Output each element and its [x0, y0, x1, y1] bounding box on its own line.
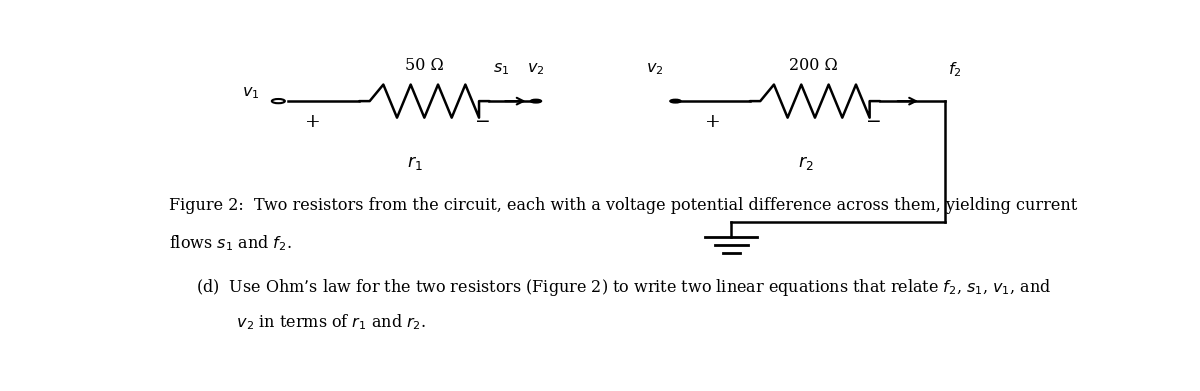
Text: $s_1$: $s_1$ — [493, 61, 510, 77]
Circle shape — [530, 99, 541, 103]
Text: Figure 2:  Two resistors from the circuit, each with a voltage potential differe: Figure 2: Two resistors from the circuit… — [168, 197, 1076, 214]
Text: $f_2$: $f_2$ — [948, 61, 961, 79]
Text: −: − — [475, 113, 491, 131]
Text: $v_2$: $v_2$ — [646, 61, 664, 77]
Text: (d)  Use Ohm’s law for the two resistors (Figure 2) to write two linear equation: (d) Use Ohm’s law for the two resistors … — [197, 277, 1051, 298]
Text: $r_2$: $r_2$ — [798, 154, 814, 172]
Text: +: + — [305, 113, 320, 131]
Text: $v_1$: $v_1$ — [242, 84, 259, 100]
Text: 50 Ω: 50 Ω — [404, 57, 444, 74]
Text: flows $s_1$ and $f_2$.: flows $s_1$ and $f_2$. — [168, 233, 292, 253]
Text: $v_2$: $v_2$ — [527, 61, 545, 77]
Circle shape — [670, 99, 682, 103]
Text: $r_1$: $r_1$ — [407, 154, 422, 172]
Circle shape — [272, 99, 284, 103]
Text: $v_2$ in terms of $r_1$ and $r_2$.: $v_2$ in terms of $r_1$ and $r_2$. — [197, 312, 427, 332]
Text: −: − — [865, 113, 882, 131]
Text: 200 Ω: 200 Ω — [788, 57, 838, 74]
Text: +: + — [704, 113, 720, 131]
